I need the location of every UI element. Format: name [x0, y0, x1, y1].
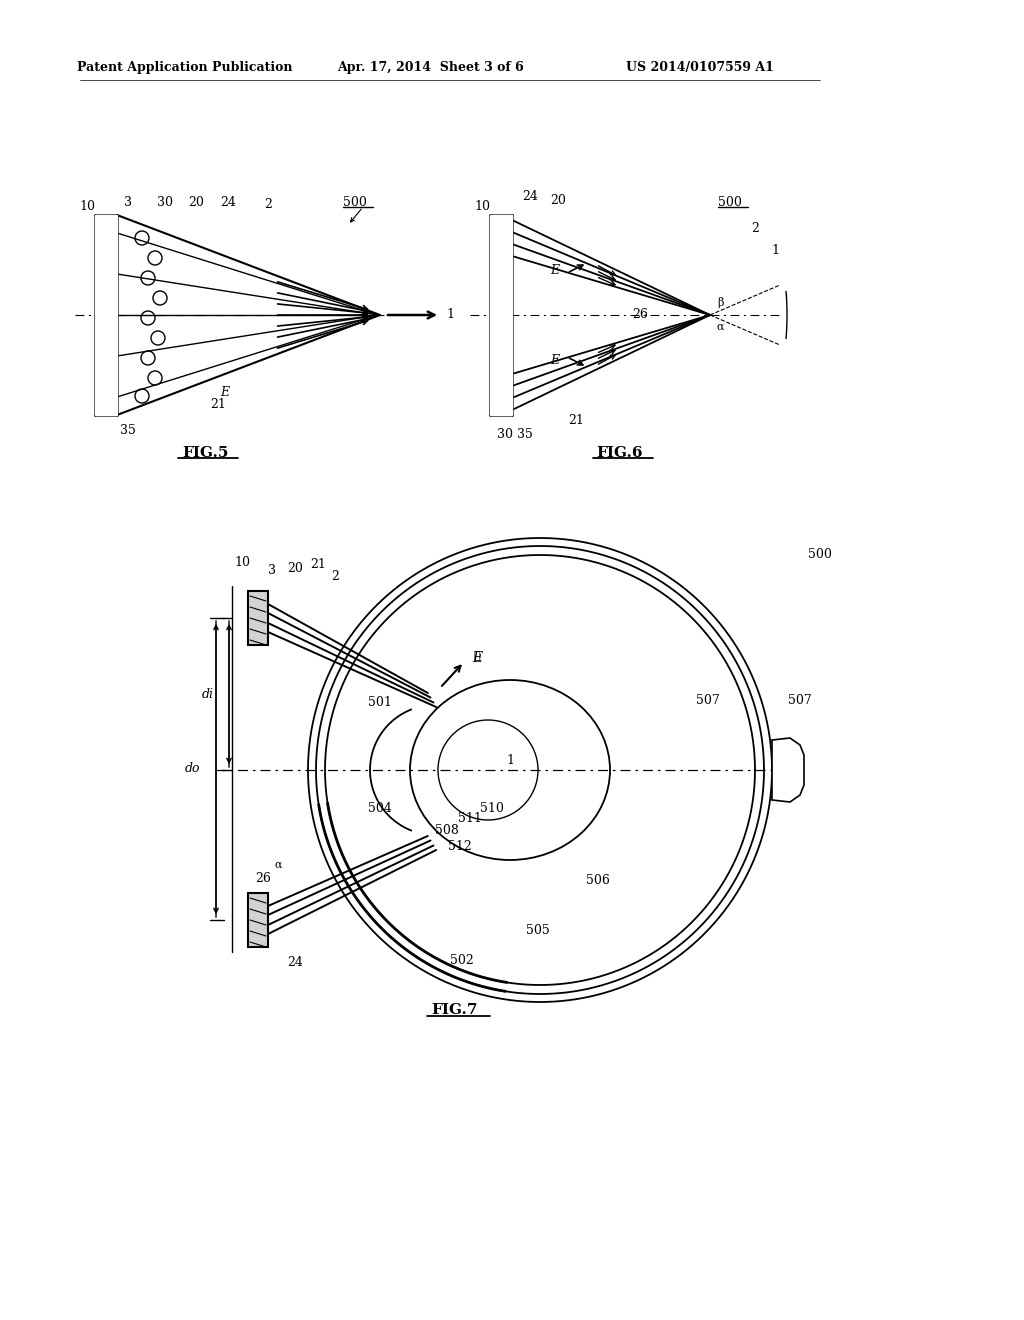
- Text: FIG.7: FIG.7: [432, 1003, 478, 1016]
- Text: E: E: [220, 385, 229, 399]
- Text: 26: 26: [255, 871, 271, 884]
- Text: 505: 505: [526, 924, 550, 936]
- Polygon shape: [490, 215, 512, 414]
- Text: 2: 2: [751, 222, 759, 235]
- Text: do: do: [184, 763, 200, 776]
- Text: 1: 1: [771, 243, 779, 256]
- Text: 508: 508: [435, 824, 459, 837]
- Text: 20: 20: [287, 561, 303, 574]
- Text: ⃗: ⃗: [474, 651, 480, 661]
- Text: Patent Application Publication: Patent Application Publication: [77, 62, 293, 74]
- Text: E: E: [472, 651, 482, 665]
- Text: 35: 35: [517, 429, 532, 441]
- Text: 500: 500: [808, 549, 831, 561]
- Text: 24: 24: [522, 190, 538, 203]
- Text: 30: 30: [497, 429, 513, 441]
- Polygon shape: [772, 738, 804, 803]
- Text: FIG.6: FIG.6: [597, 446, 643, 459]
- Text: 502: 502: [451, 953, 474, 966]
- Text: 507: 507: [788, 693, 812, 706]
- Polygon shape: [95, 215, 117, 414]
- Text: 1: 1: [506, 754, 514, 767]
- Text: 1: 1: [446, 309, 454, 322]
- Text: 21: 21: [210, 399, 226, 412]
- Text: 26: 26: [632, 309, 648, 322]
- Text: 3: 3: [268, 564, 276, 577]
- Text: 512: 512: [449, 841, 472, 854]
- Text: 511: 511: [458, 812, 482, 825]
- Text: 506: 506: [586, 874, 610, 887]
- Text: 30: 30: [157, 197, 173, 210]
- Text: E: E: [551, 264, 559, 276]
- Polygon shape: [248, 894, 268, 946]
- Text: 20: 20: [550, 194, 566, 206]
- Text: 504: 504: [368, 801, 392, 814]
- Text: 500: 500: [718, 195, 742, 209]
- Text: 35: 35: [120, 424, 136, 437]
- Text: 20: 20: [188, 197, 204, 210]
- Text: di: di: [202, 688, 214, 701]
- Text: α: α: [274, 861, 282, 870]
- Text: 507: 507: [696, 693, 720, 706]
- Text: 501: 501: [368, 697, 392, 710]
- Text: α: α: [716, 322, 724, 333]
- Text: 10: 10: [474, 201, 490, 214]
- Text: 2: 2: [331, 569, 339, 582]
- Text: 24: 24: [287, 956, 303, 969]
- Text: FIG.5: FIG.5: [182, 446, 228, 459]
- Text: 500: 500: [343, 195, 367, 209]
- Text: 2: 2: [264, 198, 272, 211]
- Text: 10: 10: [234, 557, 250, 569]
- Text: 3: 3: [124, 197, 132, 210]
- Text: 510: 510: [480, 801, 504, 814]
- Text: US 2014/0107559 A1: US 2014/0107559 A1: [626, 62, 774, 74]
- Text: β: β: [717, 297, 723, 309]
- Text: Apr. 17, 2014  Sheet 3 of 6: Apr. 17, 2014 Sheet 3 of 6: [337, 62, 523, 74]
- Text: 10: 10: [79, 201, 95, 214]
- Text: E: E: [551, 354, 559, 367]
- Text: 24: 24: [220, 197, 236, 210]
- Polygon shape: [248, 591, 268, 645]
- Text: 21: 21: [568, 413, 584, 426]
- Text: 21: 21: [310, 558, 326, 572]
